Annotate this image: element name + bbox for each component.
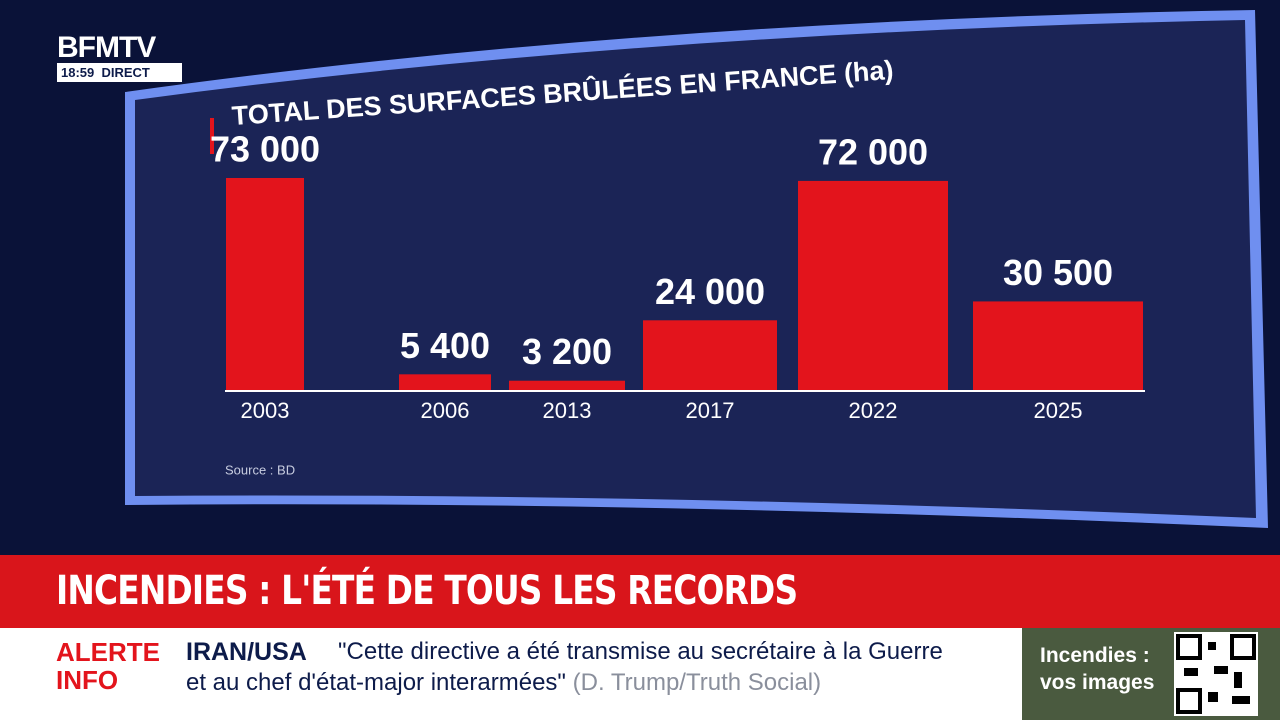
qr-module: [1214, 666, 1228, 674]
chart: TOTAL DES SURFACES BRÛLÉES EN FRANCE (ha…: [125, 10, 1268, 528]
value-label: 24 000: [655, 271, 765, 312]
qr-finder: [1230, 634, 1256, 660]
quote-text: et au chef d'état-major interarmées": [186, 669, 566, 696]
logo-text: BFMTV: [57, 31, 156, 64]
qr-module: [1208, 692, 1218, 702]
value-label: 3 200: [522, 331, 612, 372]
headline-banner: INCENDIES : L'ÉTÉ DE TOUS LES RECORDS: [0, 555, 1280, 628]
qr-code: [1174, 632, 1258, 716]
bar: [643, 320, 777, 390]
source: Source : BD: [225, 462, 295, 477]
alert-label: ALERTE INFO: [56, 638, 160, 694]
x-tick-label: 2006: [421, 398, 470, 423]
ticker: ALERTE INFO IRAN/USA "Cette directive a é…: [0, 628, 1280, 720]
alert-line: ALERTE: [56, 637, 160, 667]
promo-line: vos images: [1040, 671, 1155, 694]
value-label: 72 000: [818, 131, 928, 172]
x-tick-label: 2003: [241, 398, 290, 423]
qr-module: [1208, 642, 1216, 650]
qr-module: [1184, 668, 1198, 676]
qr-module: [1232, 696, 1250, 704]
promo-line: Incendies :: [1040, 644, 1150, 667]
topic: IRAN/USA: [186, 638, 307, 666]
bar: [226, 178, 304, 390]
qr-finder: [1176, 634, 1202, 660]
screen-panel: [135, 20, 1256, 518]
bar: [973, 301, 1143, 390]
promo-text: Incendies : vos images: [1040, 642, 1154, 696]
quote-source: (D. Trump/Truth Social): [572, 669, 822, 696]
channel-logo: BFMTV 18:59 DIRECT: [57, 33, 182, 82]
qr-finder: [1176, 688, 1202, 714]
x-tick-label: 2017: [686, 398, 735, 423]
title-accent: [210, 118, 214, 154]
live: DIRECT: [101, 65, 150, 80]
quote-line: "Cette directive a été transmise au secr…: [338, 638, 943, 665]
qr-pattern: [1176, 634, 1256, 714]
value-label: 5 400: [400, 325, 490, 366]
x-tick-label: 2013: [543, 398, 592, 423]
bar: [509, 380, 625, 390]
headline: INCENDIES : L'ÉTÉ DE TOUS LES RECORDS: [56, 568, 798, 614]
clock: 18:59 DIRECT: [57, 63, 182, 82]
value-label: 30 500: [1003, 252, 1113, 293]
alert-line: INFO: [56, 665, 119, 695]
x-tick-label: 2022: [849, 398, 898, 423]
qr-module: [1234, 672, 1242, 688]
quote-line: et au chef d'état-major interarmées" (D.…: [186, 669, 821, 697]
promo[interactable]: Incendies : vos images: [1022, 628, 1280, 720]
bar: [399, 374, 491, 390]
time: 18:59: [61, 65, 95, 80]
value-label: 73 000: [210, 129, 320, 170]
bar: [798, 180, 948, 390]
x-tick-label: 2025: [1034, 398, 1083, 423]
